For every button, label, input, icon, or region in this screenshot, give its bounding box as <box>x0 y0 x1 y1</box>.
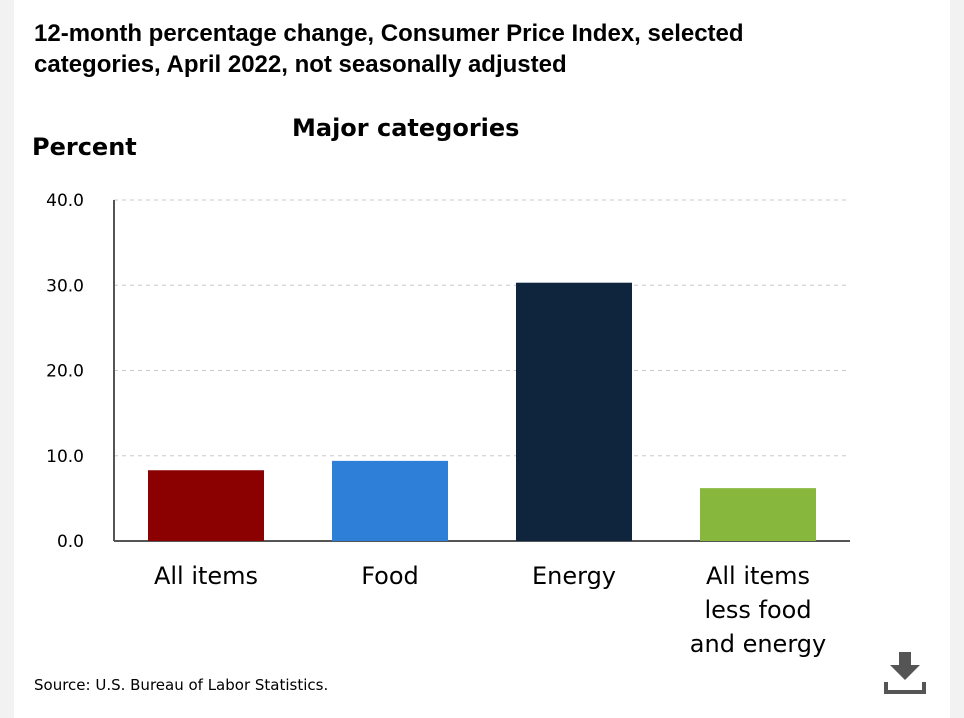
x-tick-label: Energy <box>532 562 616 590</box>
download-button[interactable] <box>882 650 928 696</box>
x-tick-label: All items <box>154 562 258 590</box>
x-tick-label-line: Food <box>361 562 419 590</box>
y-tick-label: 40.0 <box>46 191 84 211</box>
source-note: Source: U.S. Bureau of Labor Statistics. <box>34 676 329 694</box>
x-tick-label-line: All items <box>706 562 810 590</box>
download-icon <box>884 652 926 694</box>
x-tick-label-line: Energy <box>532 562 616 590</box>
y-tick-label: 20.0 <box>46 362 84 382</box>
y-axis-label: Percent <box>32 133 137 161</box>
bar <box>148 470 264 541</box>
x-tick-label-line: less food <box>704 596 811 624</box>
bar <box>700 488 816 541</box>
x-tick-label-line: and energy <box>690 630 826 658</box>
y-tick-label: 10.0 <box>46 447 84 467</box>
chart-subtitle: Major categories <box>292 114 520 142</box>
x-tick-label-line: All items <box>154 562 258 590</box>
chart-title: 12-month percentage change, Consumer Pri… <box>34 20 744 78</box>
chart-panel <box>14 0 950 718</box>
x-tick-label: Food <box>361 562 419 590</box>
x-tick-label: All items less food and energy <box>690 562 826 658</box>
bar <box>332 460 448 541</box>
y-tick-label: 30.0 <box>46 276 84 296</box>
y-tick-label: 0.0 <box>57 532 84 552</box>
bar <box>516 282 632 541</box>
